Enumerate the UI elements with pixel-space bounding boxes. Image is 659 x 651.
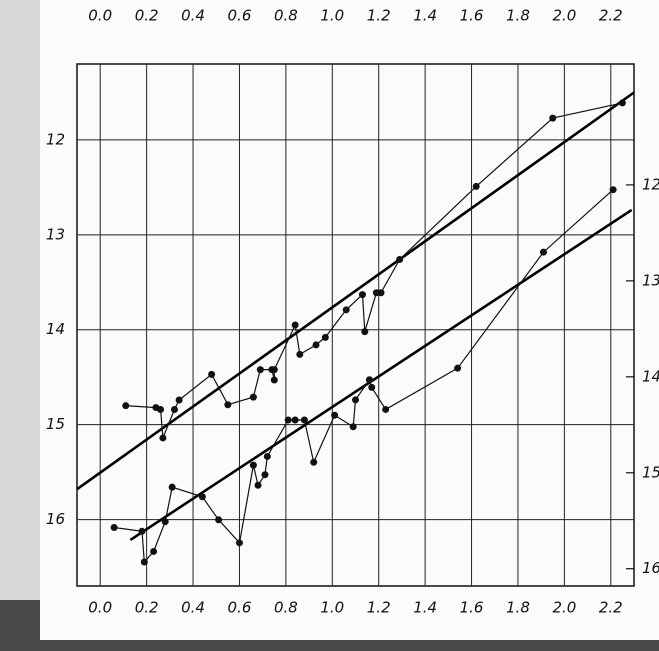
data-point [175,396,183,404]
x-tick-label-top: 0.6 [228,7,252,25]
x-tick-label-top: 0.0 [88,7,112,25]
data-point [161,518,169,526]
x-tick-label-bottom: 0.6 [228,599,252,617]
data-point [235,539,243,547]
data-point [342,306,350,314]
data-point [361,328,369,336]
x-tick-label-top: 0.8 [274,7,298,25]
data-point [365,376,373,384]
y2-tick-label: 16 [642,559,659,577]
x-tick-label-bottom: 1.6 [460,599,484,617]
data-point [270,366,278,374]
x-tick-label-top: 2.0 [552,7,576,25]
y2-tick-label: 14 [642,367,659,385]
fit-line [129,208,633,541]
y-tick-label: 12 [46,130,65,148]
x-tick-label-bottom: 1.0 [320,599,344,617]
y-tick-label: 16 [46,510,65,528]
data-point [140,558,148,566]
data-point [349,423,357,431]
data-point [254,481,262,489]
x-tick-label-bottom: 2.0 [552,599,576,617]
data-point [300,416,308,424]
data-point [270,376,278,384]
paper [40,0,659,640]
data-point [110,523,118,531]
data-point [208,370,216,378]
y-tick-label: 14 [46,320,65,338]
x-tick-label-top: 1.8 [506,7,530,25]
y2-tick-label: 13 [642,271,659,289]
data-point [321,333,329,341]
y2-tick-label: 12 [642,175,659,193]
x-tick-label-bottom: 2.2 [599,599,623,617]
data-point [224,401,232,409]
y-tick-label: 15 [46,415,65,433]
data-point [168,483,176,491]
data-point [377,289,385,297]
data-point [215,516,223,524]
data-point [284,416,292,424]
x-tick-label-top: 1.2 [367,7,391,25]
data-point [312,341,320,349]
data-point [331,411,339,419]
data-point [249,461,257,469]
data-point [261,471,269,479]
y2-tick-label: 15 [642,463,659,481]
data-point [138,527,146,535]
data-point [454,364,462,372]
data-point [618,99,626,107]
data-point [263,452,271,460]
data-point [549,114,557,122]
x-tick-label-bottom: 0.2 [135,599,159,617]
data-point [122,402,130,410]
data-point [296,350,304,358]
x-tick-label-top: 2.2 [599,7,623,25]
data-point [198,493,206,501]
data-point [150,547,158,555]
data-point [368,383,376,391]
x-tick-label-bottom: 1.8 [506,599,530,617]
data-point [539,248,547,256]
data-point [157,405,165,413]
y-tick-label: 13 [46,225,65,243]
x-tick-label-top: 1.6 [460,7,484,25]
data-point [291,321,299,329]
x-tick-label-bottom: 1.2 [367,599,391,617]
fit-line [76,91,635,491]
data-point [382,405,390,413]
data-point [352,396,359,404]
plot: 0.0 0.0 0.2 0.2 0.4 0.4 0.6 0.6 0.8 0.8 1.0 1.0 1.2 1… [46,7,659,617]
data-point [256,366,264,374]
x-tick-label-bottom: 0.4 [181,599,205,617]
data-point [291,416,299,424]
x-tick-label-top: 0.4 [181,7,205,25]
data-point [159,434,167,442]
data-point [396,256,404,264]
data-point [609,186,617,194]
x-tick-label-top: 1.0 [320,7,344,25]
plot-frame [76,63,635,587]
data-point [358,291,366,299]
x-tick-label-top: 0.2 [135,7,159,25]
data-point [310,458,318,466]
x-tick-label-bottom: 1.4 [413,599,437,617]
x-tick-label-bottom: 0.8 [274,599,298,617]
data-point [249,393,257,401]
data-point [472,182,480,190]
x-tick-label-top: 1.4 [413,7,437,25]
data-point [170,405,178,413]
x-tick-label-bottom: 0.0 [88,599,112,617]
